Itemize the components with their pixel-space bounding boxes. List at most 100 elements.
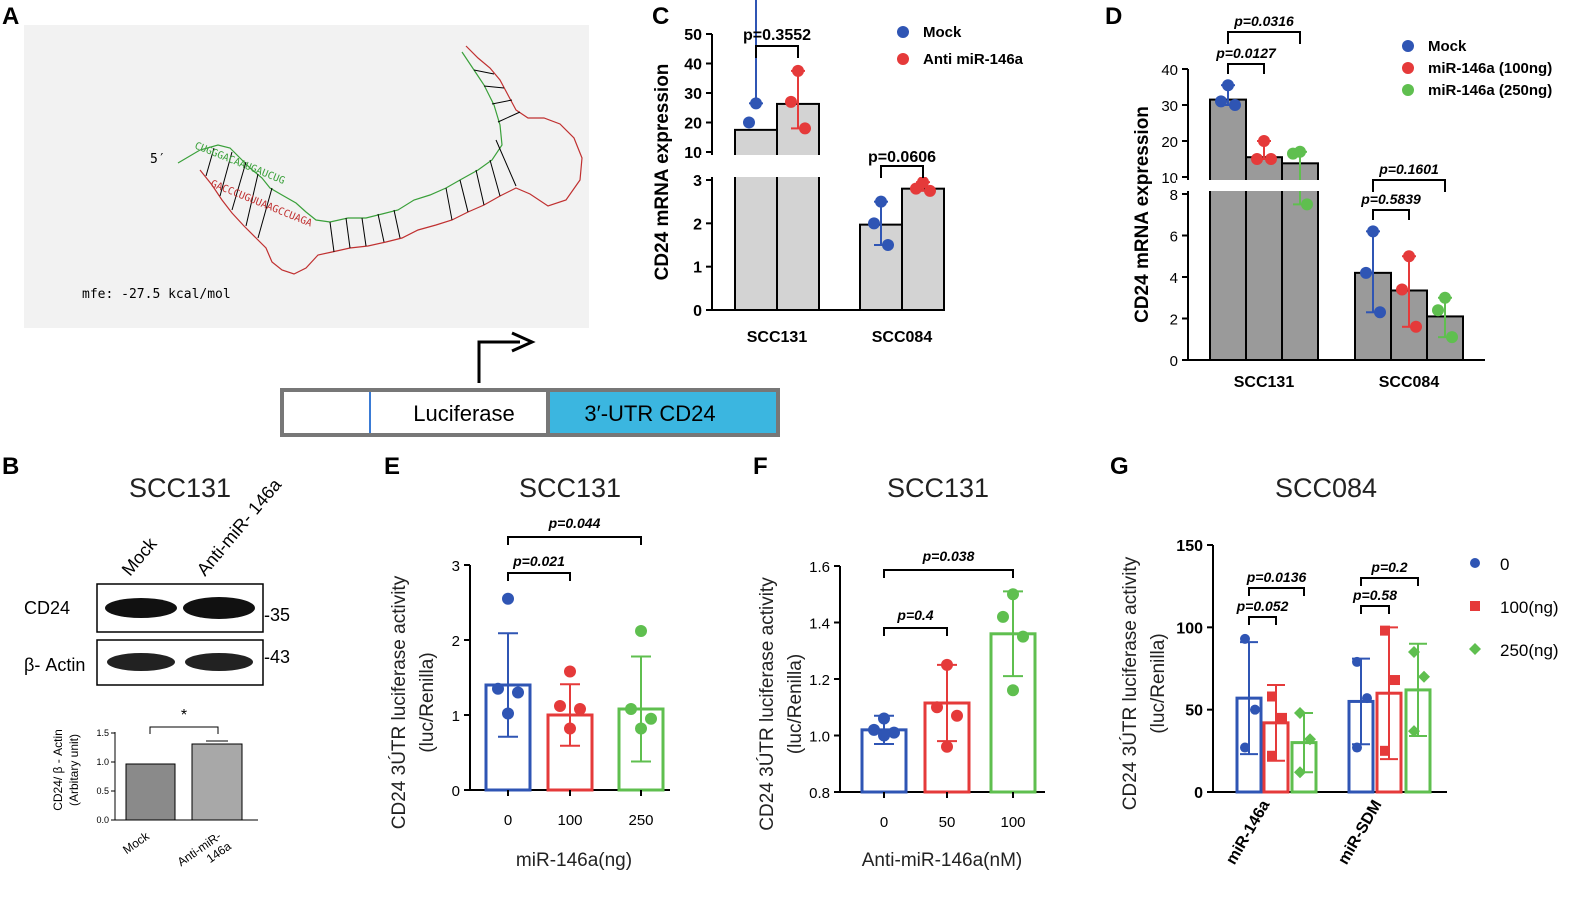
x-category-label: 250	[628, 812, 653, 829]
x-category-label: 100	[557, 812, 582, 829]
data-point	[564, 665, 576, 678]
panel-label-e: E	[384, 453, 400, 480]
chart-f: SCC131 0.8 1.0 1.2 1.4 1.6 0 50 100 Anti-miR-146a…	[756, 473, 1045, 871]
bar-anti-mir-146a	[901, 187, 945, 312]
blot-ytick: 0.0	[96, 815, 109, 825]
y-axis-label: CD24 3ÚTR luciferase activity	[388, 575, 410, 829]
data-point	[1215, 95, 1227, 108]
five-prime-label: 5′	[150, 152, 166, 167]
base-pair-lines	[205, 69, 521, 253]
y-axis-label-unit: (luc/Renilla)	[417, 652, 438, 752]
p-value-label: p=0.038	[922, 548, 975, 564]
x-axis-label: Anti-miR-146a(nM)	[862, 850, 1022, 871]
y-axis-label-unit: (luc/Renilla)	[1148, 633, 1169, 733]
x-category-label: miR-146a	[1223, 797, 1273, 867]
significance-bracket	[507, 572, 571, 581]
data-point	[512, 686, 524, 699]
cd24-band-anti	[183, 597, 255, 619]
p-value-label: p=0.0606	[868, 149, 936, 166]
data-point	[1410, 320, 1422, 333]
data-point	[492, 682, 504, 695]
y-tick-label: 0	[1170, 353, 1178, 370]
p-value-label: p=0.1601	[1378, 161, 1439, 177]
chart-e: SCC131 0 1 2 3 0 100 250 miR-146a(ng) CD24 3ÚTR l…	[388, 473, 670, 871]
x-category-label: 100	[1000, 814, 1025, 831]
data-point	[1403, 250, 1415, 263]
p-value-label: p=0.2	[1370, 559, 1407, 575]
blot-ytick: 0.5	[96, 786, 109, 796]
y-tick-label: 2	[693, 216, 702, 233]
axis-break-gap	[700, 155, 947, 177]
legend-marker	[897, 26, 909, 38]
y-tick-label: 0	[693, 303, 702, 320]
data-point	[941, 740, 953, 753]
rna-structure-background	[24, 25, 589, 328]
legend-label: Anti miR-146a	[923, 51, 1024, 68]
data-point	[1352, 656, 1362, 667]
bar-anti-mir-146a	[776, 102, 820, 312]
data-point	[1432, 304, 1444, 317]
x-category-label: SCC084	[872, 329, 933, 346]
data-point	[635, 625, 647, 637]
data-point	[1277, 712, 1287, 723]
legend-label: 100(ng)	[1500, 598, 1559, 617]
panel-label-c: C	[652, 3, 669, 30]
p-value-label: p=0.0136	[1246, 569, 1307, 585]
panel-label-d: D	[1105, 3, 1122, 30]
kda-35: -35	[264, 605, 290, 625]
p-value-label: p=0.052	[1236, 598, 1289, 614]
data-point	[1408, 646, 1420, 659]
p-value-label: p=0.4	[896, 607, 933, 623]
data-point	[1265, 153, 1277, 165]
data-point	[1267, 750, 1277, 761]
y-tick-label: 40	[1161, 62, 1178, 79]
y-axis-label: CD24 3ÚTR luciferase activity	[756, 577, 778, 831]
y-tick-label: 1	[452, 708, 460, 725]
p-value-label: p=0.3552	[743, 27, 811, 44]
data-point	[574, 703, 586, 715]
row-label-actin: β- Actin	[24, 655, 85, 675]
actin-band-mock	[107, 653, 175, 671]
y-tick-label: 0.8	[809, 785, 830, 802]
data-point	[785, 95, 797, 108]
legend-label: 250(ng)	[1500, 641, 1559, 660]
luciferase-box	[280, 388, 550, 437]
significance-bracket	[1372, 209, 1410, 220]
data-point	[1396, 283, 1408, 296]
data-point	[1380, 745, 1390, 756]
luciferase-construct: Luciferase 3′-UTR CD24	[280, 331, 780, 437]
data-point	[743, 116, 755, 129]
data-point	[1250, 704, 1260, 715]
data-point	[1294, 766, 1306, 779]
y-axis-label: CD24 mRNA expression	[1132, 106, 1153, 323]
x-category-label: 0	[880, 814, 888, 831]
data-point	[875, 195, 887, 208]
data-point	[1229, 99, 1241, 111]
panel-label-g: G	[1110, 453, 1129, 480]
y-tick-label: 1.0	[809, 729, 830, 746]
promoter-arrow	[477, 340, 520, 383]
data-point	[997, 610, 1009, 623]
p-value-label: p=0.0127	[1215, 45, 1277, 61]
data-point	[1007, 684, 1019, 697]
data-point	[1240, 742, 1250, 753]
data-point	[1408, 725, 1420, 738]
chart-g: SCC084 0 50 100 150 miR-146a miR-SDM p=0.0136 p=…	[1119, 473, 1559, 868]
data-point	[910, 182, 922, 195]
utr-cd24-label: 3′-UTR CD24	[584, 401, 715, 426]
p-value-label: p=0.58	[1352, 587, 1397, 603]
y-tick-label: 2	[452, 633, 460, 650]
data-point	[1439, 291, 1451, 304]
kda-43: -43	[264, 647, 290, 667]
data-point	[1367, 225, 1379, 238]
data-point	[554, 700, 566, 712]
promoter-arrowhead	[511, 331, 536, 353]
legend-label: miR-146a (100ng)	[1428, 60, 1552, 77]
data-point	[1470, 601, 1480, 611]
significance-bracket	[880, 165, 924, 178]
significance-bracket	[1360, 605, 1390, 614]
data-point	[564, 722, 576, 735]
legend-label: 0	[1500, 555, 1509, 574]
blot-ytick: 1.5	[96, 728, 109, 738]
